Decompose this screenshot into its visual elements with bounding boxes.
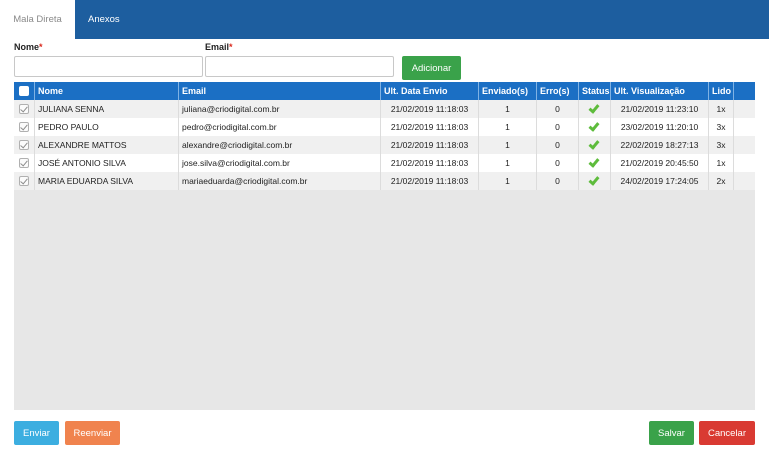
cell-enviados: 1	[479, 118, 537, 136]
cell-email: alexandre@criodigital.com.br	[179, 136, 381, 154]
table-row[interactable]: JULIANA SENNA juliana@criodigital.com.br…	[14, 100, 755, 118]
cell-erros: 0	[537, 136, 579, 154]
resend-button[interactable]: Reenviar	[65, 421, 120, 445]
cell-ult-data-envio: 21/02/2019 11:18:03	[381, 136, 479, 154]
header-spacer	[734, 82, 755, 100]
cell-erros: 0	[537, 100, 579, 118]
row-select-cell	[14, 100, 35, 118]
cell-spacer	[734, 154, 755, 172]
table-row[interactable]: PEDRO PAULO pedro@criodigital.com.br 21/…	[14, 118, 755, 136]
cell-spacer	[734, 100, 755, 118]
header-email[interactable]: Email	[179, 82, 381, 100]
cell-lido: 3x	[709, 118, 734, 136]
cell-email: mariaeduarda@criodigital.com.br	[179, 172, 381, 190]
cell-ult-data-envio: 21/02/2019 11:18:03	[381, 118, 479, 136]
cell-nome: PEDRO PAULO	[35, 118, 179, 136]
cell-spacer	[734, 136, 755, 154]
cell-status	[579, 118, 611, 136]
cell-ult-visualizacao: 23/02/2019 11:20:10	[611, 118, 709, 136]
cell-email: jose.silva@criodigital.com.br	[179, 154, 381, 172]
cell-status	[579, 136, 611, 154]
nome-input[interactable]	[14, 56, 203, 77]
table-row[interactable]: ALEXANDRE MATTOS alexandre@criodigital.c…	[14, 136, 755, 154]
save-button[interactable]: Salvar	[649, 421, 694, 445]
header-status[interactable]: Status	[579, 82, 611, 100]
cell-nome: JOSÉ ANTONIO SILVA	[35, 154, 179, 172]
cancel-button[interactable]: Cancelar	[699, 421, 755, 445]
row-checkbox[interactable]	[19, 122, 29, 132]
cell-nome: ALEXANDRE MATTOS	[35, 136, 179, 154]
cell-status	[579, 172, 611, 190]
cell-enviados: 1	[479, 154, 537, 172]
cell-spacer	[734, 172, 755, 190]
cell-ult-data-envio: 21/02/2019 11:18:03	[381, 154, 479, 172]
cell-enviados: 1	[479, 172, 537, 190]
cell-lido: 1x	[709, 100, 734, 118]
check-icon	[588, 138, 600, 150]
email-input[interactable]	[205, 56, 394, 77]
check-icon	[588, 102, 600, 114]
header-erros[interactable]: Erro(s)	[537, 82, 579, 100]
header-ult-visualizacao[interactable]: Ult. Visualização	[611, 82, 709, 100]
cell-ult-visualizacao: 21/02/2019 20:45:50	[611, 154, 709, 172]
header-nome[interactable]: Nome	[35, 82, 179, 100]
cell-erros: 0	[537, 118, 579, 136]
header-select-all-cell	[14, 82, 35, 100]
check-icon	[588, 156, 600, 168]
email-label: Email*	[205, 42, 233, 52]
row-checkbox[interactable]	[19, 140, 29, 150]
cell-status	[579, 154, 611, 172]
row-checkbox[interactable]	[19, 104, 29, 114]
cell-ult-visualizacao: 21/02/2019 11:23:10	[611, 100, 709, 118]
row-select-cell	[14, 118, 35, 136]
row-select-cell	[14, 136, 35, 154]
cell-enviados: 1	[479, 136, 537, 154]
header-ult-data-envio[interactable]: Ult. Data Envio	[381, 82, 479, 100]
email-required-mark: *	[229, 42, 233, 52]
tab-anexos[interactable]: Anexos	[88, 14, 120, 25]
cell-erros: 0	[537, 154, 579, 172]
row-select-cell	[14, 172, 35, 190]
cell-ult-visualizacao: 24/02/2019 17:24:05	[611, 172, 709, 190]
cell-lido: 1x	[709, 154, 734, 172]
send-button[interactable]: Enviar	[14, 421, 59, 445]
check-icon	[588, 174, 600, 186]
header-lido[interactable]: Lido	[709, 82, 734, 100]
cell-status	[579, 100, 611, 118]
nome-required-mark: *	[39, 42, 43, 52]
cell-enviados: 1	[479, 100, 537, 118]
row-checkbox[interactable]	[19, 158, 29, 168]
cell-ult-data-envio: 21/02/2019 11:18:03	[381, 172, 479, 190]
cell-erros: 0	[537, 172, 579, 190]
cell-lido: 3x	[709, 136, 734, 154]
cell-ult-data-envio: 21/02/2019 11:18:03	[381, 100, 479, 118]
nome-label: Nome*	[14, 42, 43, 52]
cell-ult-visualizacao: 22/02/2019 18:27:13	[611, 136, 709, 154]
tab-bar: Mala Direta Anexos	[0, 0, 769, 39]
cell-email: pedro@criodigital.com.br	[179, 118, 381, 136]
table-row[interactable]: JOSÉ ANTONIO SILVA jose.silva@criodigita…	[14, 154, 755, 172]
cell-spacer	[734, 118, 755, 136]
grid-header: Nome Email Ult. Data Envio Enviado(s) Er…	[14, 82, 755, 100]
table-row[interactable]: MARIA EDUARDA SILVA mariaeduarda@criodig…	[14, 172, 755, 190]
cell-nome: MARIA EDUARDA SILVA	[35, 172, 179, 190]
cell-nome: JULIANA SENNA	[35, 100, 179, 118]
check-icon	[588, 120, 600, 132]
row-checkbox[interactable]	[19, 176, 29, 186]
select-all-checkbox[interactable]	[19, 86, 29, 96]
row-select-cell	[14, 154, 35, 172]
email-label-text: Email	[205, 42, 230, 52]
tab-mala-direta[interactable]: Mala Direta	[0, 0, 75, 39]
cell-lido: 2x	[709, 172, 734, 190]
cell-email: juliana@criodigital.com.br	[179, 100, 381, 118]
recipients-grid: Nome Email Ult. Data Envio Enviado(s) Er…	[14, 82, 755, 410]
header-enviados[interactable]: Enviado(s)	[479, 82, 537, 100]
add-button[interactable]: Adicionar	[402, 56, 461, 80]
nome-label-text: Nome	[14, 42, 40, 52]
